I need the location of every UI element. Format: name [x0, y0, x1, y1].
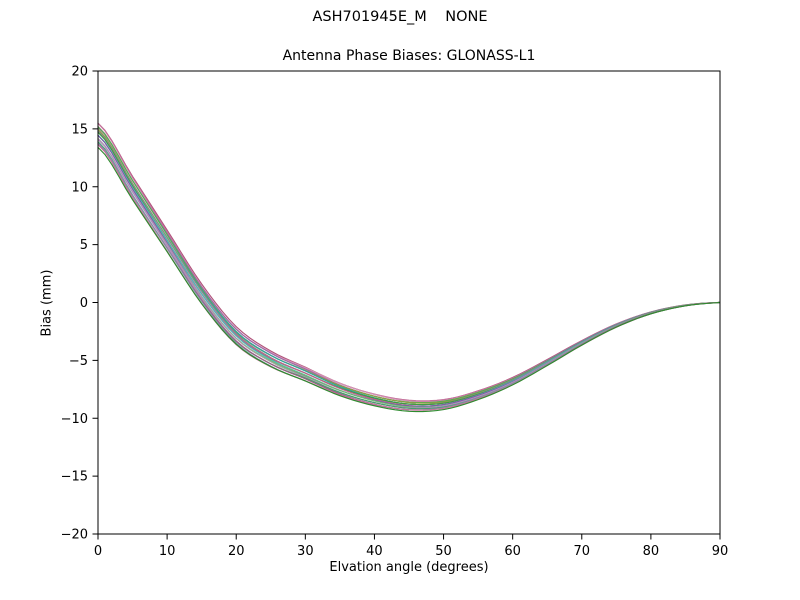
x-tick-label: 10 — [159, 544, 176, 559]
figure-title: ASH701945E_M NONE — [312, 9, 488, 25]
y-tick-label: −20 — [61, 528, 88, 543]
x-tick-label: 40 — [366, 544, 383, 559]
bias-curve — [97, 122, 721, 402]
x-axis-label: Elvation angle (degrees) — [329, 560, 489, 575]
x-tick-label: 50 — [435, 544, 452, 559]
y-tick-label: −15 — [61, 470, 88, 485]
y-tick-label: −5 — [69, 354, 88, 369]
axes-title: Antenna Phase Biases: GLONASS-L1 — [282, 48, 536, 64]
bias-curve — [97, 126, 721, 404]
x-tick-label: 0 — [94, 544, 102, 559]
bias-curve — [97, 128, 721, 404]
y-tick-label: 15 — [71, 122, 88, 137]
plot-border — [97, 70, 721, 535]
x-tick-label: 70 — [574, 544, 591, 559]
x-tick-label: 30 — [297, 544, 314, 559]
bias-curve — [97, 143, 721, 411]
x-tick-label: 80 — [643, 544, 660, 559]
bias-curve — [97, 146, 721, 413]
bias-curve — [97, 122, 721, 402]
x-tick-label: 90 — [712, 544, 729, 559]
y-tick-label: 20 — [71, 65, 88, 80]
y-tick-label: 10 — [71, 180, 88, 195]
y-tick-label: −10 — [61, 412, 88, 427]
y-tick-label: 0 — [80, 296, 88, 311]
y-tick-label: 5 — [80, 238, 88, 253]
x-tick-label: 20 — [228, 544, 245, 559]
x-tick-label: 60 — [504, 544, 521, 559]
bias-curve — [97, 125, 721, 403]
bias-curve — [97, 126, 721, 404]
